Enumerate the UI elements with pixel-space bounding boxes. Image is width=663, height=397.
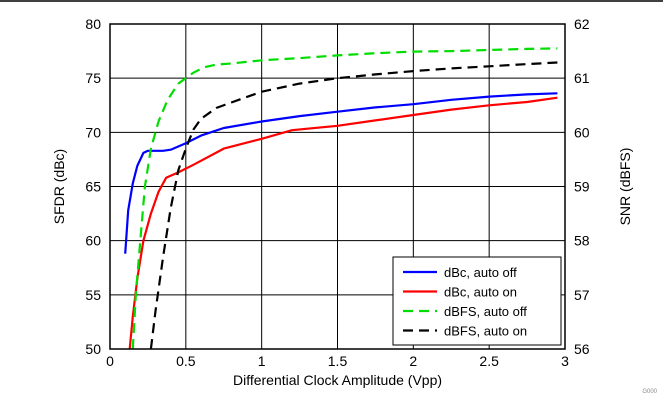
x-tick-label: 2	[409, 353, 417, 369]
y2-tick-label: 59	[574, 179, 590, 195]
y2-tick-label: 62	[574, 16, 590, 32]
y-tick-label: 70	[85, 124, 101, 140]
y2-tick-label: 61	[574, 70, 590, 86]
y-tick-label: 50	[85, 341, 101, 357]
y-tick-label: 65	[85, 179, 101, 195]
y2-tick-label: 56	[574, 341, 590, 357]
y-tick-label: 80	[85, 16, 101, 32]
x-tick-label: 3	[561, 353, 569, 369]
x-tick-label: 1.5	[328, 353, 348, 369]
y2-tick-label: 60	[574, 124, 590, 140]
legend-label-2: dBFS, auto off	[444, 304, 527, 319]
ticks-layer: 0 0.5 1 1.5 2 2.5 3 50 55 60 65 70 75 80 56 57 58 59 60 61 6…	[85, 16, 589, 369]
series-line-2	[131, 47, 558, 350]
x-tick-label: 2.5	[479, 353, 499, 369]
x-axis-label: Differential Clock Amplitude (Vpp)	[233, 372, 442, 388]
series-line-0	[124, 92, 558, 254]
series-layer	[124, 47, 558, 350]
y-tick-label: 55	[85, 287, 101, 303]
corner-note: G000	[642, 389, 657, 395]
series-line-3	[149, 61, 558, 350]
y-axis-label: SFDR (dBc)	[51, 149, 67, 224]
y-tick-label: 60	[85, 233, 101, 249]
legend-label-0: dBc, auto off	[444, 265, 517, 280]
y2-tick-label: 57	[574, 287, 590, 303]
x-tick-label: 0	[106, 353, 114, 369]
series-line-1	[128, 96, 558, 350]
x-tick-label: 0.5	[176, 353, 196, 369]
y-tick-label: 75	[85, 70, 101, 86]
x-tick-label: 1	[258, 353, 266, 369]
y2-axis-label: SNR (dBFS)	[617, 148, 633, 226]
legend: dBc, auto off dBc, auto on dBFS, auto off d…	[392, 256, 562, 346]
legend-label-3: dBFS, auto on	[444, 324, 527, 339]
plot-frame	[109, 23, 566, 350]
legend-label-1: dBc, auto on	[444, 285, 517, 300]
y2-tick-label: 58	[574, 233, 590, 249]
